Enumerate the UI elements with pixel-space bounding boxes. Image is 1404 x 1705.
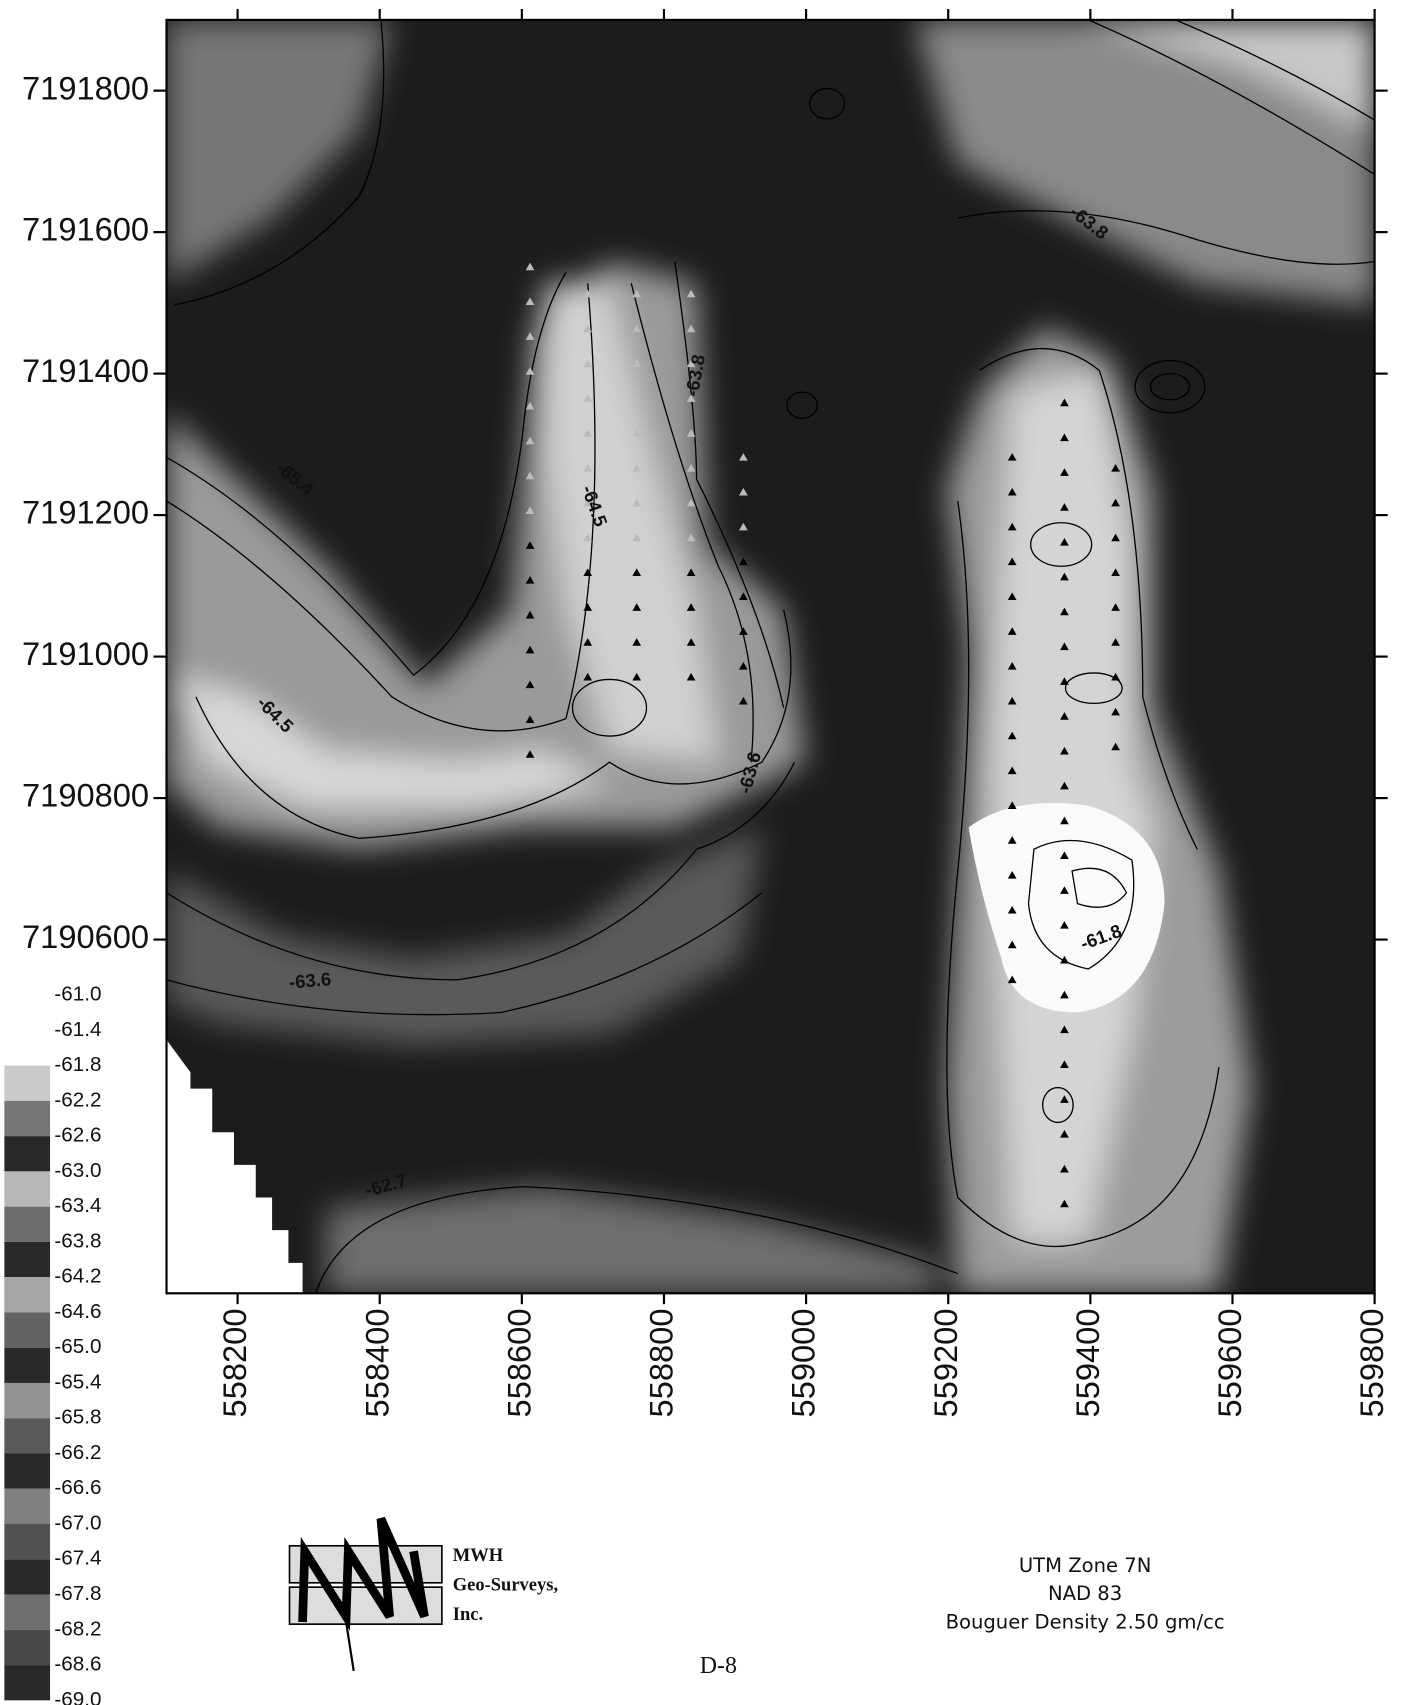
y-tick-label: 7190800 [22,777,149,814]
x-tick-label: 558400 [358,1309,395,1418]
y-tick-label: 7191000 [22,635,149,672]
legend-label: -64.6 [54,1300,101,1323]
legend-swatch [4,1665,50,1700]
legend-label: -68.2 [54,1617,101,1640]
page-label: D-8 [700,1653,737,1679]
legend-swatch [4,1207,50,1242]
legend-label: -65.8 [54,1406,101,1429]
x-tick-label: 559400 [1069,1309,1106,1418]
legend-swatch [4,1348,50,1383]
color-legend: -61.0 -61.4 -61.8 -62.2 -62.6 -63.0 -63.4 -63.8… [4,983,101,1705]
legend-label: -67.0 [54,1511,101,1534]
legend-label: -64.2 [54,1265,101,1288]
x-tick-label: 558800 [643,1309,680,1418]
legend-swatch [4,1383,50,1418]
y-tick-label: 7191800 [22,69,149,106]
legend-label: -62.2 [54,1088,101,1111]
legend-label: -65.0 [54,1335,101,1358]
x-tick-label: 559800 [1353,1309,1390,1418]
legend-label: -65.4 [54,1370,101,1393]
legend-swatch [4,1559,50,1594]
logo-text: MWH [453,1546,504,1566]
legend-label: -61.8 [54,1053,101,1076]
legend-swatch [4,1066,50,1101]
legend-swatch [4,1242,50,1277]
projection-note: Bouguer Density 2.50 gm/cc [946,1611,1225,1634]
contour-label: -63.6 [288,968,332,993]
legend-swatch [4,1630,50,1665]
y-tick-label: 7191600 [22,211,149,248]
legend-swatch [4,1418,50,1453]
legend-label: -68.6 [54,1653,101,1676]
legend-label: -66.2 [54,1441,101,1464]
page: 558200 558400 558600 558800 559000 559200 5594… [0,0,1404,1705]
legend-label: -67.4 [54,1547,101,1570]
projection-note: NAD 83 [1048,1582,1122,1605]
y-tick-label: 7191400 [22,352,149,389]
y-tick-label: 7191200 [22,494,149,531]
legend-swatch [4,1171,50,1206]
legend-swatch [4,1312,50,1347]
legend-label: -69.0 [54,1688,101,1705]
legend-label: -63.0 [54,1159,101,1182]
legend-swatch [4,1524,50,1559]
gravity-surface [167,20,1375,1293]
legend-swatch [4,1136,50,1171]
legend-label: -63.8 [54,1229,101,1252]
logo-text: Inc. [453,1605,483,1625]
logo: MWH Geo-Surveys, Inc. [290,1519,559,1671]
legend-label: -61.4 [54,1018,101,1041]
y-tick-label: 7190600 [22,918,149,955]
projection-note: UTM Zone 7N [1019,1554,1152,1577]
legend-swatch [4,1453,50,1488]
legend-label: -66.6 [54,1476,101,1499]
legend-swatch [4,1277,50,1312]
legend-label: -63.4 [54,1194,101,1217]
legend-swatch [4,1595,50,1630]
x-tick-label: 559600 [1211,1309,1248,1418]
logo-text: Geo-Surveys, [453,1575,558,1595]
legend-swatch [4,1101,50,1136]
map-figure: 558200 558400 558600 558800 559000 559200 5594… [0,0,1404,1705]
x-tick-label: 559000 [785,1309,822,1418]
legend-swatch [4,1489,50,1524]
legend-label: -62.6 [54,1124,101,1147]
x-tick-label: 558200 [216,1309,253,1418]
x-tick-label: 558600 [500,1309,537,1418]
legend-label: -61.0 [54,983,101,1006]
legend-label: -67.8 [54,1582,101,1605]
x-tick-label: 559200 [927,1309,964,1418]
